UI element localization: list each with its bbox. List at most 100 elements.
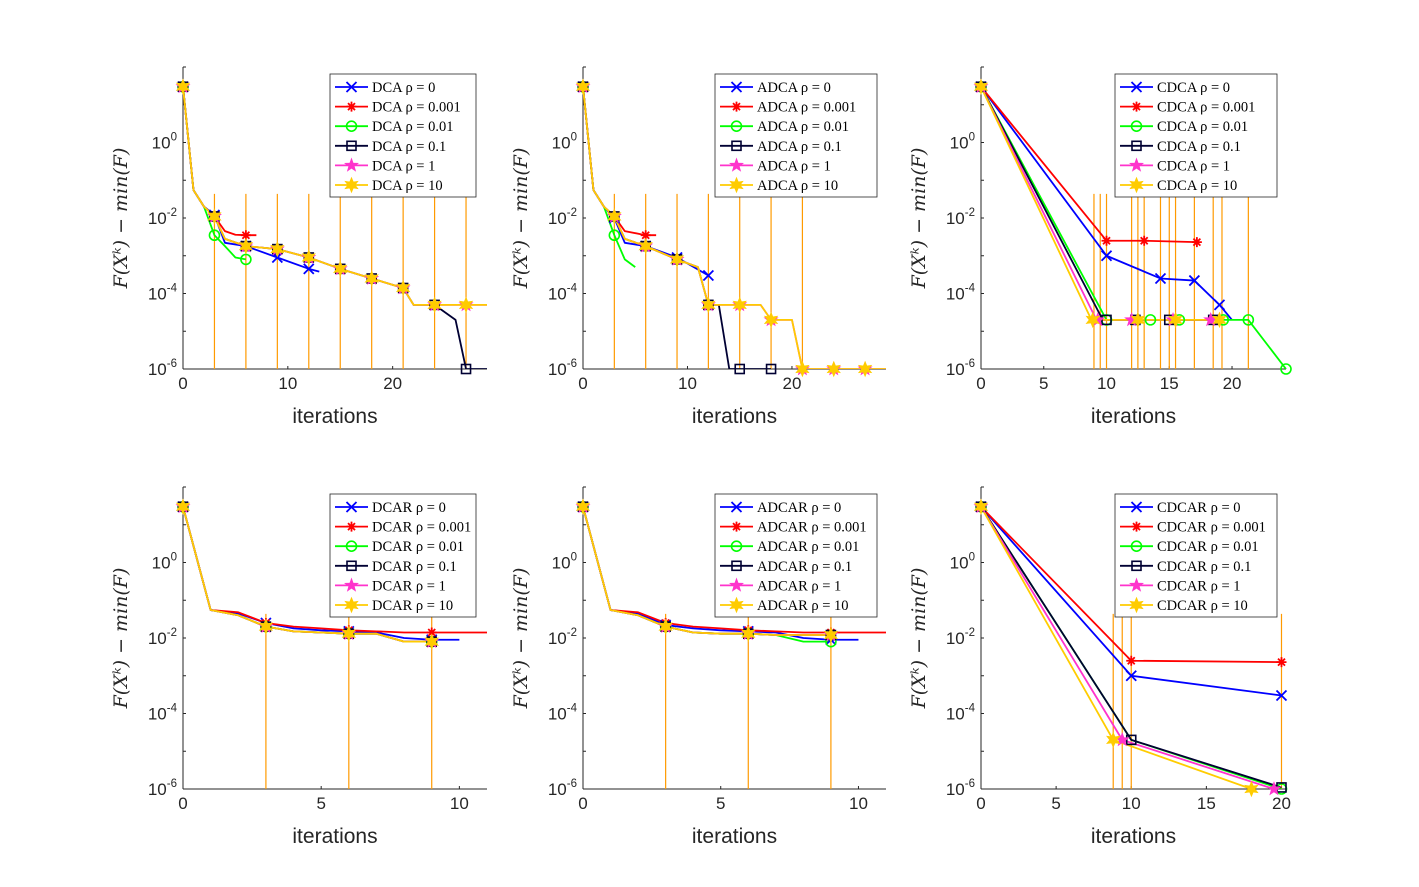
- data-point-marker: [207, 208, 222, 225]
- legend-entry-label: DCA ρ = 1: [372, 158, 435, 174]
- y-tick-label: 100: [950, 552, 975, 573]
- y-tick-label: 10-6: [946, 778, 975, 799]
- legend-entry-label: ADCAR ρ = 0.1: [757, 559, 852, 575]
- y-tick-label: 10-4: [148, 283, 178, 304]
- legend-box: [329, 73, 477, 198]
- chart-panel-1: 0 10 20 10-6 10-4 10-2 100 iterations F(Xᵏ) − mi…: [110, 66, 487, 428]
- chart-panel-4: 0 5 10 10-6 10-4 10-2 100 iterations F(Xᵏ) − min…: [110, 486, 487, 848]
- data-point-marker: [1212, 311, 1227, 329]
- data-point-marker: [1242, 314, 1255, 326]
- data-point-marker: [732, 296, 747, 314]
- legend-entry-label: DCAR ρ = 1: [372, 578, 446, 594]
- legend-entry-label: ADCAR ρ = 0.001: [757, 520, 867, 536]
- x-tick-label: 0: [578, 794, 587, 813]
- y-axis-label: F(Xᵏ) − min(F): [908, 148, 930, 290]
- legend-marker: [1129, 176, 1144, 194]
- legend-marker: [729, 577, 744, 592]
- data-point-marker: [701, 296, 716, 314]
- legend: CDCA ρ = 0 CDCA ρ = 0.001 CDCA ρ = 0.01 CDC…: [1114, 73, 1278, 198]
- x-tick-label: 0: [976, 794, 985, 813]
- data-point-marker: [427, 296, 442, 314]
- legend-entry-label: CDCA ρ = 0.001: [1157, 100, 1255, 116]
- chart-panel-2: 0 10 20 10-6 10-4 10-2 100 iterations F(Xᵏ) − mi…: [510, 66, 886, 428]
- x-tick-label: 20: [1223, 374, 1242, 393]
- legend-marker: [1130, 540, 1143, 553]
- x-axis-label: iterations: [1091, 825, 1176, 848]
- legend-marker: [346, 101, 357, 112]
- y-axis-label: F(Xᵏ) − min(F): [510, 148, 532, 290]
- legend-entry-label: ADCA ρ = 0.001: [757, 100, 856, 116]
- legend-entry-label: DCAR ρ = 0.01: [372, 539, 464, 555]
- data-point-marker: [1154, 272, 1167, 285]
- data-point-marker: [426, 627, 437, 638]
- y-tick-label: 10-4: [946, 283, 976, 304]
- chart-panel-3: 0 5 10 15 20 10-6 10-4 10-2 100 iterations F(Xᵏ) −…: [908, 66, 1292, 428]
- x-tick-label: 5: [1051, 794, 1060, 813]
- data-point-marker: [1106, 731, 1121, 749]
- x-tick-label: 10: [849, 794, 868, 813]
- legend-entry-label: CDCA ρ = 1: [1157, 158, 1230, 174]
- data-point-marker: [1188, 274, 1201, 287]
- spike-group: [213, 193, 467, 369]
- data-point-marker: [1276, 657, 1287, 668]
- legend: ADCA ρ = 0 ADCA ρ = 0.001 ADCA ρ = 0.01 ADC…: [714, 73, 878, 198]
- legend-entry-label: ADCAR ρ = 10: [757, 598, 849, 614]
- legend-entry-label: CDCAR ρ = 10: [1157, 598, 1248, 614]
- legend-entry-label: ADCA ρ = 0.1: [757, 139, 842, 155]
- legend-entry-label: CDCAR ρ = 0.1: [1157, 559, 1251, 575]
- legend-entry-label: ADCA ρ = 0: [757, 80, 831, 96]
- legend-marker: [1129, 577, 1144, 592]
- data-point-marker: [1244, 780, 1259, 798]
- y-tick-label: 10-4: [548, 703, 578, 724]
- data-point-marker: [208, 229, 221, 242]
- data-point-marker: [460, 363, 472, 375]
- legend-entry-label: DCA ρ = 10: [372, 178, 443, 194]
- y-tick-label: 10-6: [548, 358, 577, 379]
- chart-panel-5: 0 5 10 10-6 10-4 10-2 100 iterations F(Xᵏ) − min…: [510, 486, 886, 848]
- legend-entry-label: ADCAR ρ = 1: [757, 578, 841, 594]
- y-tick-label: 10-2: [548, 627, 577, 648]
- data-point-marker: [303, 263, 315, 275]
- legend-marker: [1130, 120, 1143, 132]
- legend-marker: [1131, 521, 1142, 532]
- legend-entry-label: ADCA ρ = 0.01: [757, 119, 849, 135]
- legend-entry-label: DCAR ρ = 0: [372, 500, 446, 516]
- x-axis-label: iterations: [292, 825, 377, 848]
- legend-entry-label: CDCA ρ = 0: [1157, 80, 1230, 96]
- data-point-marker: [458, 296, 474, 314]
- legend-entry-label: CDCAR ρ = 0.001: [1157, 520, 1266, 536]
- data-point-marker: [395, 279, 411, 297]
- legend-marker: [346, 560, 357, 572]
- data-point-marker: [823, 626, 839, 644]
- legend-entry-label: CDCAR ρ = 1: [1157, 578, 1241, 594]
- legend-entry-label: DCA ρ = 0.1: [372, 139, 446, 155]
- y-tick-label: 100: [950, 132, 975, 153]
- legend-entry-label: DCA ρ = 0: [372, 80, 435, 96]
- legend-marker: [729, 176, 744, 194]
- data-point-marker: [1168, 311, 1183, 329]
- data-point-marker: [1213, 299, 1226, 311]
- y-tick-label: 10-2: [548, 207, 577, 228]
- data-point-marker: [364, 270, 379, 287]
- data-point-marker: [258, 618, 274, 635]
- y-tick-label: 10-6: [946, 358, 975, 379]
- spike-group: [1093, 193, 1249, 369]
- legend-entry-label: ADCA ρ = 1: [757, 158, 831, 174]
- data-point-marker: [702, 269, 715, 282]
- x-tick-label: 0: [178, 794, 187, 813]
- legend-marker: [345, 501, 358, 513]
- data-point-marker: [301, 249, 316, 266]
- legend-entry-label: CDCAR ρ = 0.01: [1157, 539, 1259, 555]
- legend-marker: [1129, 596, 1144, 614]
- x-tick-label: 15: [1197, 794, 1216, 813]
- legend-marker: [730, 501, 743, 513]
- y-tick-label: 10-2: [946, 627, 975, 648]
- x-tick-label: 5: [716, 794, 725, 813]
- legend-marker: [731, 560, 742, 572]
- x-tick-label: 20: [1272, 794, 1291, 813]
- legend-box: [329, 493, 477, 618]
- x-tick-label: 5: [316, 794, 325, 813]
- legend-marker: [344, 596, 359, 614]
- chart-panel-6: 0 5 10 15 20 10-6 10-4 10-2 100 iterations F(Xᵏ) −…: [908, 486, 1291, 848]
